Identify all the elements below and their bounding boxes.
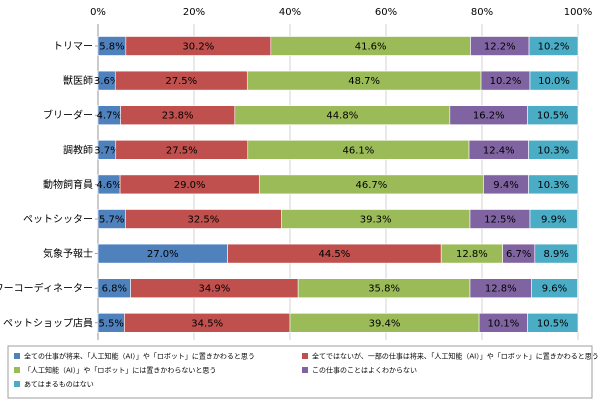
- data-label: 5.8%: [99, 42, 124, 53]
- category-labels: トリマー獣医師ブリーダー調教師動物飼育員ペットシッター気象予報士フラワーコーディ…: [0, 42, 98, 329]
- data-label: 39.4%: [369, 318, 401, 329]
- data-label: 12.8%: [485, 284, 517, 295]
- legend-entry: 「人工知能（AI）」や「ロボット」には置きかわらないと思う: [24, 366, 216, 375]
- data-label: 29.0%: [174, 180, 206, 191]
- data-label: 3.6%: [94, 76, 119, 87]
- category-label: フラワーコーディネーター: [0, 282, 93, 295]
- category-label: 獣医師: [63, 74, 93, 87]
- data-label: 10.0%: [538, 76, 570, 87]
- bars: 5.8% 30.2% 41.6% 12.2% 10.2% 3.6% 27.5% 48.7% 10…: [94, 36, 579, 333]
- data-label: 10.5%: [537, 318, 569, 329]
- data-label: 9.9%: [541, 215, 566, 226]
- data-label: 12.8%: [456, 249, 488, 260]
- data-label: 5.5%: [98, 318, 123, 329]
- x-tick-label: 20%: [183, 7, 205, 18]
- category-label: トリマー: [53, 42, 93, 53]
- bar-segment: [529, 209, 578, 229]
- data-label: 46.7%: [355, 180, 387, 191]
- data-label: 44.5%: [319, 249, 351, 260]
- category-label: ペットシッター: [23, 214, 93, 226]
- data-label: 34.5%: [191, 318, 223, 329]
- data-label: 39.3%: [360, 215, 392, 226]
- category-label: ブリーダー: [43, 109, 93, 122]
- data-label: 9.6%: [542, 284, 567, 295]
- data-label: 48.7%: [348, 76, 380, 87]
- bar-segment: [528, 36, 579, 56]
- legend-entry: この仕事のことはよくわからない: [312, 366, 417, 375]
- bar-segment: [528, 140, 579, 160]
- data-label: 16.2%: [473, 111, 505, 122]
- data-label: 6.8%: [102, 284, 127, 295]
- legend-entry: 全てではないが、一部の仕事は将来、「人工知能（AI）」や「ロボット」に置きかわる…: [312, 352, 599, 361]
- data-label: 30.2%: [182, 42, 214, 53]
- legend-swatch: [14, 353, 20, 359]
- data-label: 23.8%: [162, 111, 194, 122]
- data-label: 4.7%: [97, 111, 122, 122]
- data-label: 5.7%: [99, 215, 124, 226]
- data-label: 32.5%: [187, 215, 219, 226]
- data-label: 10.2%: [538, 42, 570, 53]
- x-tick-label: 80%: [471, 7, 493, 18]
- bar-segment: [527, 105, 579, 125]
- data-label: 44.8%: [326, 111, 358, 122]
- category-label: 動物飼育員: [43, 178, 93, 191]
- category-label: 気象予報士: [43, 247, 93, 260]
- bar-segment: [527, 312, 579, 333]
- legend: 全ての仕事が将来、「人工知能（AI）」や「ロボット」に置きかわると思う 全てではな…: [7, 345, 599, 399]
- data-label: 12.4%: [483, 145, 515, 156]
- legend-entry: あてはまるものはない: [24, 381, 94, 389]
- data-label: 10.5%: [537, 111, 569, 122]
- legend-entry: 全ての仕事が将来、「人工知能（AI）」や「ロボット」に置きかわると思う: [24, 352, 255, 361]
- data-label: 6.7%: [506, 249, 531, 260]
- data-label: 10.1%: [487, 318, 519, 329]
- x-tick-label: 100%: [564, 7, 593, 18]
- data-label: 12.2%: [484, 42, 516, 53]
- data-label: 4.6%: [96, 180, 121, 191]
- x-tick-label: 40%: [279, 7, 301, 18]
- x-tick-label: 0%: [90, 7, 106, 18]
- legend-frame: [7, 345, 593, 399]
- category-label: ペットショップ店員: [3, 316, 93, 329]
- bar-segment: [529, 70, 579, 91]
- legend-swatch: [14, 367, 20, 373]
- bar-segment: [531, 278, 578, 299]
- data-label: 46.1%: [343, 145, 375, 156]
- data-label: 41.6%: [355, 42, 387, 53]
- bar-segment: [534, 243, 578, 264]
- data-label: 10.3%: [537, 180, 569, 191]
- data-label: 12.5%: [484, 215, 516, 226]
- data-label: 8.9%: [543, 249, 568, 260]
- data-label: 9.4%: [493, 180, 518, 191]
- legend-swatch: [14, 381, 20, 387]
- data-label: 27.5%: [165, 76, 197, 87]
- category-label: 調教師: [63, 143, 93, 156]
- legend-swatch: [302, 367, 308, 373]
- legend-swatch: [302, 353, 308, 359]
- data-label: 34.9%: [199, 284, 231, 295]
- data-label: 10.3%: [537, 145, 569, 156]
- data-label: 10.2%: [490, 76, 522, 87]
- data-label: 35.8%: [368, 284, 400, 295]
- x-tick-label: 60%: [375, 7, 397, 18]
- data-label: 3.7%: [94, 145, 119, 156]
- data-label: 27.5%: [166, 145, 198, 156]
- bar-segment: [528, 174, 579, 195]
- data-label: 27.0%: [147, 249, 179, 260]
